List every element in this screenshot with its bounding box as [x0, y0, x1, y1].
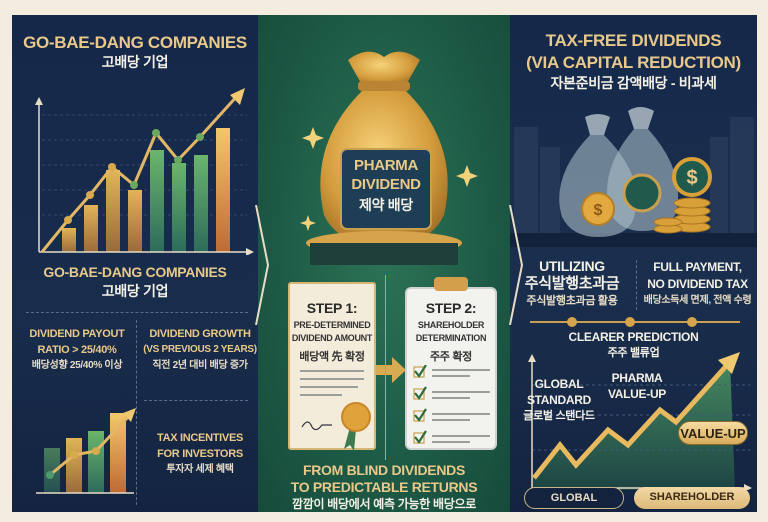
clearer-prediction: CLEARER PREDICTION: [568, 330, 699, 344]
step2-ko: 주주 확정: [429, 351, 473, 363]
document-lines-and-seal: [300, 370, 371, 451]
full-payment-line2: NO DIVIDEND TAX: [647, 277, 748, 291]
step2-line2: DETERMINATION: [415, 333, 487, 343]
full-payment-line1: FULL PAYMENT,: [653, 260, 742, 274]
svg-text:$: $: [594, 202, 603, 219]
arrow-right-icon: [376, 357, 406, 383]
arrow-down-line: [385, 275, 386, 460]
growth-line2: (VS PREVIOUS 2 YEARS): [143, 344, 257, 355]
divider: [136, 320, 137, 505]
right-title-ko: 자본준비금 감액배당 - 비과세: [550, 75, 717, 91]
clipboard-clip: [434, 277, 468, 291]
payout-line2: RATIO > 25/40%: [37, 344, 117, 356]
coin-bags-illustration: $ $: [510, 107, 757, 247]
payout-ko: 배당성향 25/40% 이상: [31, 360, 123, 371]
full-payment-ko: 배당소득세 면제, 전액 수령: [643, 295, 752, 306]
pharma-line1: PHARMA: [611, 371, 663, 385]
chevron-right-divider-icon: [509, 205, 524, 325]
bag-label-ko: 제약 배당: [359, 197, 413, 213]
divider: [636, 260, 637, 310]
right-panel-tax-free: TAX-FREE DIVIDENDS (VIA CAPITAL REDUCTIO…: [510, 15, 757, 512]
footer-line1: FROM BLIND DIVIDENDS: [302, 462, 465, 478]
step1-title: STEP 1:: [306, 300, 358, 316]
right-title-line2: (VIA CAPITAL REDUCTION): [526, 53, 741, 72]
center-panel-pharma-dividend: PHARMA DIVIDEND 제약 배당 STEP 1: PRE-DETERM…: [258, 15, 510, 512]
rising-bar-chart-illustration: [35, 88, 254, 255]
right-title-line1: TAX-FREE DIVIDENDS: [545, 31, 722, 50]
shareholder-value-pill: SHAREHOLDER VALUE: [634, 487, 750, 512]
step1-line2: DIVIDEND AMOUNT: [291, 333, 373, 343]
utilizing-line2: 주식발행초과금: [524, 275, 620, 292]
growth-line1: DIVIDEND GROWTH: [149, 328, 251, 340]
global-standard-pill: GLOBAL STANDARD: [524, 487, 624, 509]
left-subtitle: GO-BAE-DANG COMPANIES: [43, 264, 227, 280]
bag-label-line1: PHARMA: [353, 157, 419, 174]
bag-label-line2: DIVIDEND: [351, 176, 421, 193]
value-up-badge: VALUE-UP: [678, 421, 748, 445]
divider: [26, 312, 248, 313]
step2-title: STEP 2:: [425, 300, 477, 316]
pharma-line2: VALUE-UP: [607, 387, 667, 401]
tax-line1: TAX INCENTIVES: [156, 432, 244, 444]
utilizing-line1: UTILIZING: [539, 258, 605, 274]
left-subtitle-ko: 고배당 기업: [101, 283, 169, 299]
left-panel-high-dividend: GO-BAE-DANG COMPANIES 고배당 기업 GO-BAE-DANG…: [12, 15, 258, 512]
step1-line1: PRE-DETERMINED: [293, 320, 371, 330]
global-ko: 글로벌 스탠다드: [523, 410, 595, 422]
svg-text:$: $: [686, 167, 697, 189]
global-line2: STANDARD: [526, 393, 592, 407]
step2-clipboard: [405, 287, 497, 450]
small-growth-chart-illustration: [36, 408, 136, 494]
step1-ko: 배당액 先 확정: [299, 351, 365, 363]
tax-ko: 투자자 세제 혜택: [166, 464, 234, 475]
tax-line2: FOR INVESTORS: [157, 448, 243, 460]
growth-ko: 직전 2년 대비 배당 증가: [152, 360, 248, 371]
left-title-ko: 고배당 기업: [101, 54, 169, 70]
checklist-icons: [413, 365, 490, 444]
chevron-right-divider-icon: [255, 205, 270, 325]
divider: [144, 400, 248, 401]
footer-ko: 깜깜이 배당에서 예측 가능한 배당으로: [292, 497, 476, 511]
global-line1: GLOBAL: [534, 377, 584, 391]
footer-line2: TO PREDICTABLE RETURNS: [290, 479, 478, 495]
pharma-dividend-label: [340, 148, 432, 230]
step2-line1: SHAREHOLDER: [417, 320, 485, 330]
timeline-dots: [530, 317, 740, 327]
clearer-prediction-ko: 주주 밸류업: [607, 347, 660, 359]
left-title: GO-BAE-DANG COMPANIES: [23, 33, 247, 52]
utilizing-ko: 주식발행초과금 활용: [526, 295, 618, 307]
infographic: GO-BAE-DANG COMPANIES 고배당 기업 GO-BAE-DANG…: [12, 15, 757, 512]
payout-line1: DIVIDEND PAYOUT: [29, 328, 125, 340]
